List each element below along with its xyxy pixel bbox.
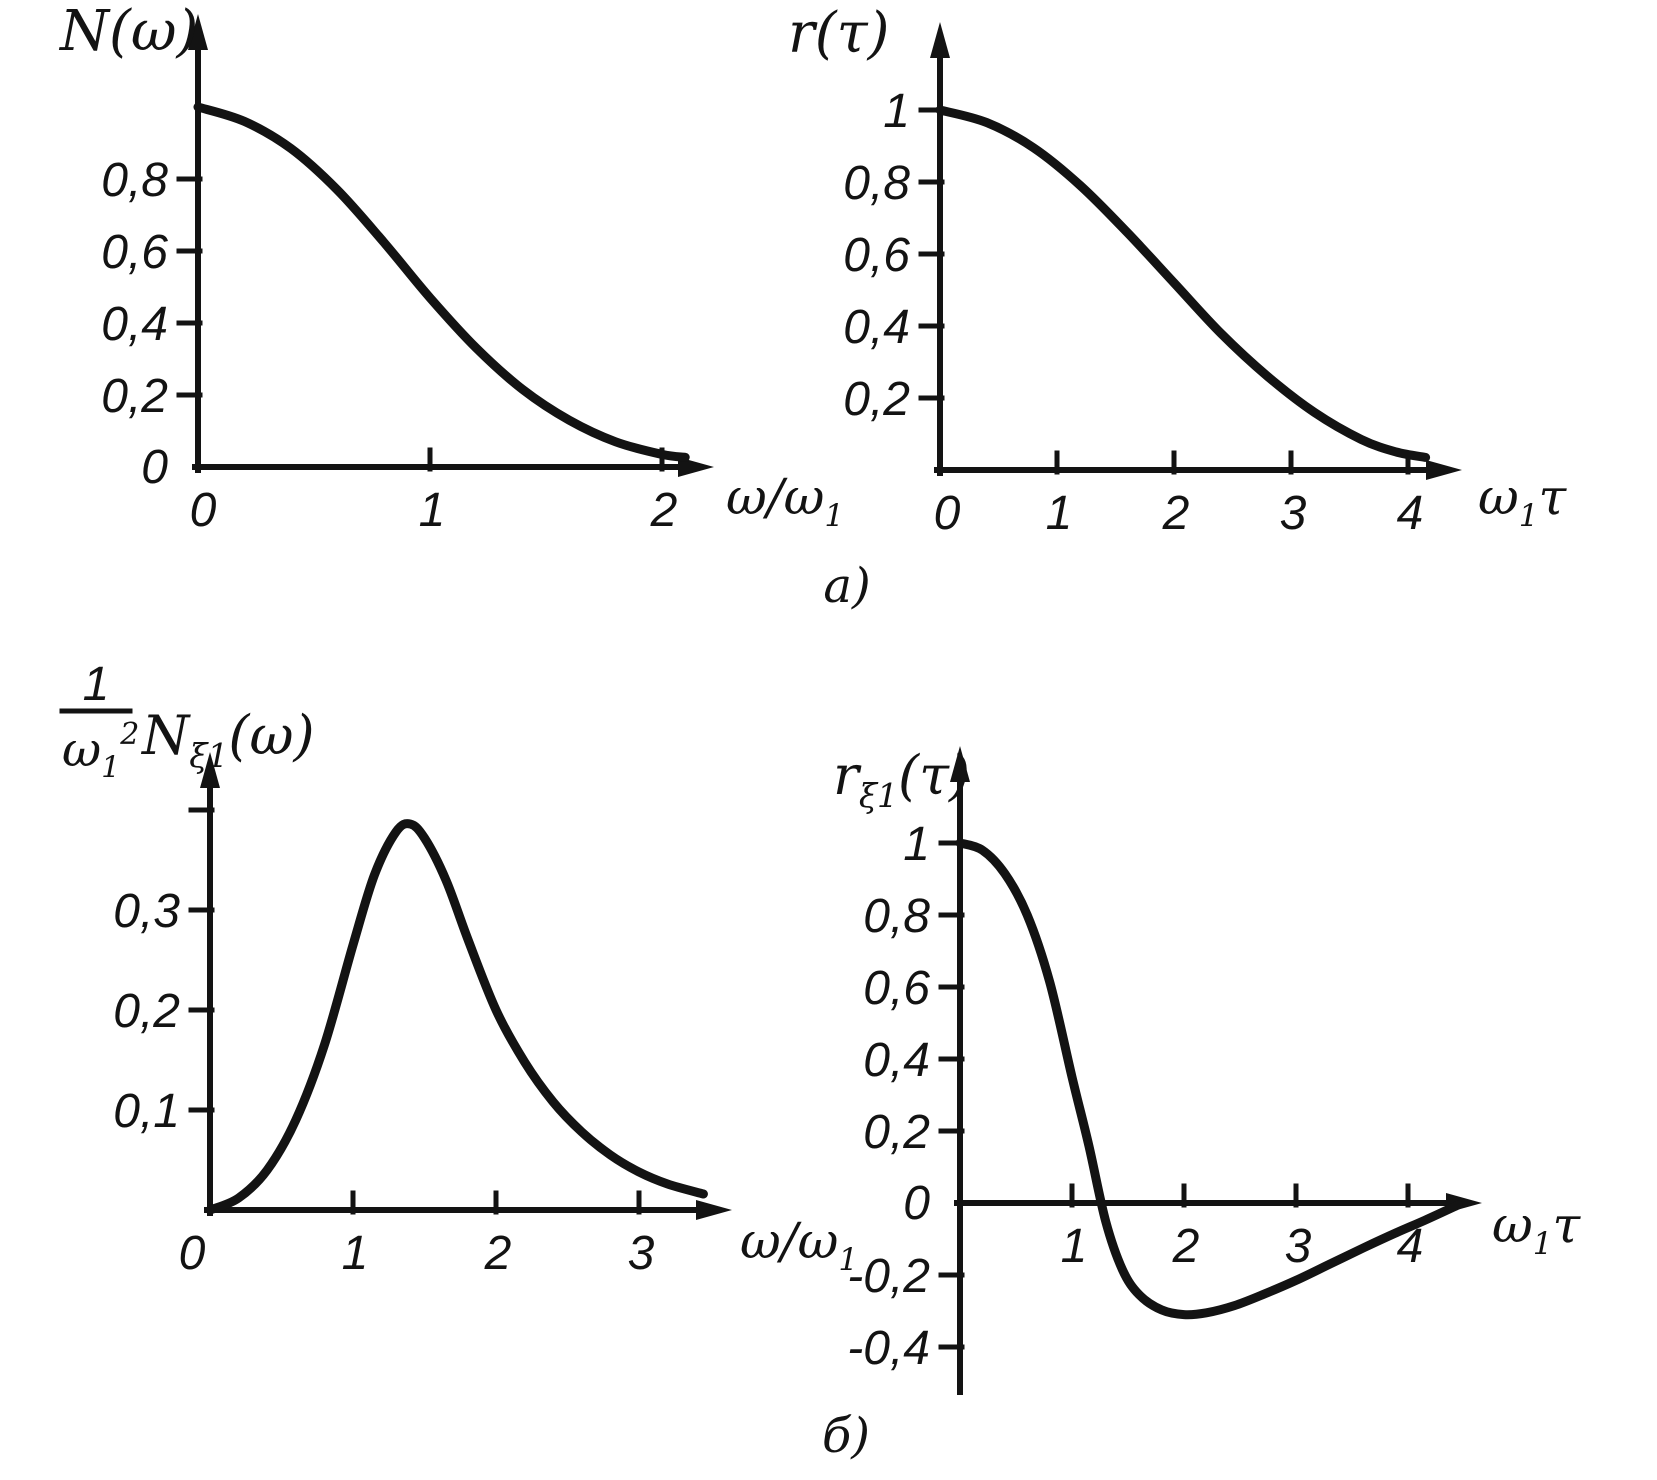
x-tick-label: 1 [1046,487,1073,540]
y-axis-label: r(τ) [788,1,889,66]
x-tick-label: 3 [1285,1220,1312,1273]
y-tick-label: 0 [903,1177,930,1230]
chart-n-xi1-spectrum: 0,1 0,2 0,3 0 1 2 3 1 ω12 Nξ1(ω) ω/ω1 [59,658,858,1280]
x-tick-label: 0 [190,484,217,537]
y-tick-label: 0,2 [843,373,910,426]
curve-r-tau-correlation [935,105,1431,462]
x-tick-label: 2 [650,484,678,537]
y-tick-label: 0,3 [113,885,180,938]
x-tick-label: 0 [179,1227,206,1280]
x-axis-arrow-icon [696,1200,732,1220]
x-tick-label: 3 [1280,487,1307,540]
x-tick-label: 1 [1061,1220,1088,1273]
y-tick-label: -0,4 [847,1322,930,1375]
x-axis-arrow-icon [1426,460,1462,480]
x-tick-label: 2 [1162,487,1190,540]
chart-n-omega-spectrum: 0 0,2 0,4 0,6 0,8 0 1 2 N(ω) ω/ω1 [58,0,844,537]
y-tick-label: -0,2 [847,1250,930,1303]
x-tick-label: 0 [934,487,961,540]
y-axis-arrow-icon [930,22,950,58]
y-tick-label: 0,2 [863,1106,930,1159]
x-tick-label: 1 [419,484,446,537]
y-tick-label: 0 [141,441,168,494]
x-tick-label: 2 [484,1227,512,1280]
y-tick-label: 0,6 [101,226,168,279]
y-tick-label: 1 [903,818,930,871]
y-tick-label: 0,4 [101,298,168,351]
y-axis-label: Nξ1(ω) [140,704,315,775]
x-tick-label: 4 [1397,487,1424,540]
y-axis-label: rξ1(τ) [833,744,970,815]
y-axis-arrow-icon [188,14,208,50]
x-tick-label: 2 [1172,1220,1200,1273]
y-tick-label: 0,2 [113,985,180,1038]
y-tick-label: 0,8 [863,890,930,943]
row-label-b: б) [821,1408,871,1464]
chart-r-tau-correlation: 0,2 0,4 0,6 0,8 1 0 1 2 3 4 r(τ) ω1τ [788,1,1568,540]
curve-r-xi1-correlation [955,838,1463,1320]
y-tick-label: 0,2 [101,370,168,423]
y-tick-label: 0,4 [863,1034,930,1087]
y-tick-label: 1 [883,85,910,138]
y-tick-label: 0,4 [843,301,910,354]
x-tick-label: 3 [628,1227,655,1280]
y-tick-label: 0,6 [843,229,910,282]
row-label-a: a) [823,558,871,614]
x-axis-label: ω1τ [1492,1196,1582,1262]
y-tick-label: 0,1 [113,1085,180,1138]
y-axis-label-fraction-denominator: ω12 [62,717,139,786]
y-tick-label: 0,8 [843,157,910,210]
y-axis-arrow-icon [200,752,220,788]
y-axis-label: N(ω) [58,0,198,64]
y-tick-label: 0,8 [101,154,168,207]
x-axis-label: ω/ω1 [740,1212,858,1278]
y-axis-arrow-icon [950,746,970,782]
curve-n-xi1-spectrum [205,819,708,1215]
curve-n-omega-spectrum [193,102,690,462]
x-tick-label: 1 [342,1227,369,1280]
y-tick-label: 0,6 [863,962,930,1015]
x-axis-label: ω/ω1 [726,468,844,534]
y-axis-label-fraction-numerator: 1 [83,658,110,711]
x-axis-arrow-icon [678,457,714,477]
x-axis-label: ω1τ [1478,468,1568,534]
